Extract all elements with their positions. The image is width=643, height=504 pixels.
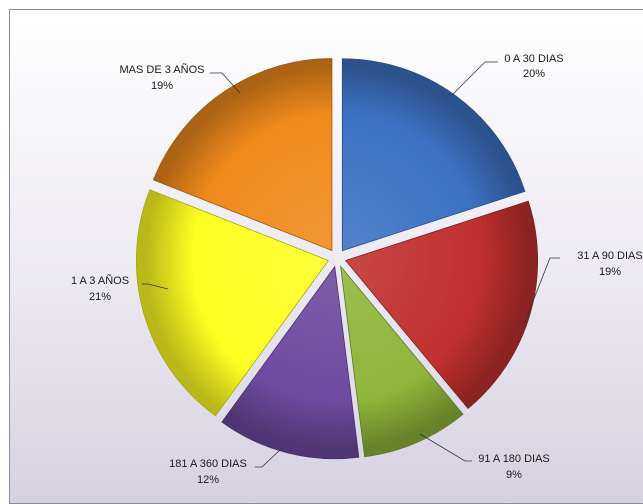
slice-category-label: 1 A 3 AÑOS <box>71 274 129 287</box>
leader-line <box>451 61 498 96</box>
leader-line <box>142 283 169 290</box>
leader-lines <box>142 61 560 468</box>
pie-slice-0-a-30-dias <box>341 58 526 252</box>
leader-line <box>523 257 560 325</box>
slice-percent-label: 19% <box>599 266 621 278</box>
slice-category-label: 31 A 90 DIAS <box>577 250 642 262</box>
slice-category-label: MAS DE 3 AÑOS <box>120 63 205 76</box>
pie-slice-91-a-180-dias <box>340 264 464 458</box>
leader-line <box>210 72 241 94</box>
pie-slice-mas-de-3-años <box>152 58 333 252</box>
slice-category-label: 0 A 30 DIAS <box>504 53 563 65</box>
pie-slice-181-a-360-dias <box>221 265 360 460</box>
slice-percent-label: 21% <box>89 291 111 303</box>
pie-slice-1-a-3-años <box>135 189 329 417</box>
slice-percent-label: 20% <box>523 68 545 80</box>
slice-percent-label: 12% <box>197 474 219 486</box>
slice-category-label: 91 A 180 DIAS <box>478 453 550 465</box>
leader-line <box>255 447 283 468</box>
leader-line <box>419 433 472 462</box>
slice-percent-label: 9% <box>506 469 522 481</box>
pie-slices <box>135 58 539 460</box>
data-labels: 0 A 30 DIAS 20% 31 A 90 DIAS 19% 91 A 180 DI… <box>71 53 643 486</box>
slice-percent-label: 19% <box>151 80 173 92</box>
slice-category-label: 181 A 360 DIAS <box>169 458 247 470</box>
pie-slice-31-a-90-dias <box>344 200 539 410</box>
